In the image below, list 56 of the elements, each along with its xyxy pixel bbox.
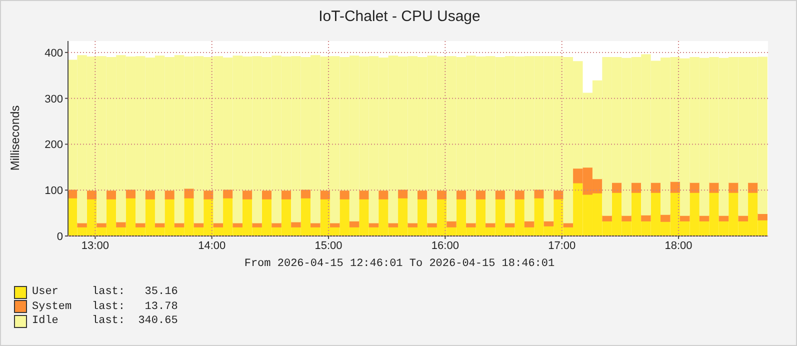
text: last: 35.16 (92, 286, 178, 298)
y-tick-label: 300 (44, 93, 63, 106)
bar (136, 222, 146, 228)
bar (232, 222, 242, 228)
x-tick-label: 16:00 (431, 240, 459, 252)
legend-label: Idle (32, 315, 60, 328)
bar (476, 190, 486, 200)
bar (486, 222, 496, 228)
text: From 2026-04-15 12:46:01 To 2026-04-15 18:46:01 (243, 258, 556, 270)
y-axis-title: Milliseconds (8, 105, 22, 171)
y-tick-label: 400 (44, 47, 63, 60)
bar (514, 190, 524, 200)
bar (340, 190, 350, 200)
x-tick-label: 15:00 (314, 240, 342, 252)
bar (446, 220, 456, 228)
legend-label: User (32, 286, 60, 298)
bar (310, 222, 320, 228)
bar (466, 222, 476, 228)
bar (408, 222, 418, 228)
chart-title: IoT-Chalet - CPU Usage (318, 8, 482, 25)
bar (417, 190, 428, 200)
bar (106, 190, 116, 200)
bar (456, 190, 466, 200)
bar (77, 222, 87, 228)
y-tick-label: 200 (44, 139, 63, 152)
bar (534, 188, 544, 198)
y-tick-label: 100 (44, 185, 63, 198)
bar (495, 190, 505, 200)
bar (272, 222, 282, 228)
bar (145, 190, 155, 200)
bar (204, 190, 214, 200)
bar (262, 190, 272, 200)
bar (242, 190, 252, 200)
text: last: 13.78 (92, 300, 178, 313)
x-tick-label: 14:00 (198, 240, 226, 252)
y-tick-label: 0 (56, 230, 63, 243)
bar (660, 214, 670, 222)
bar (164, 190, 174, 200)
bar (709, 182, 719, 193)
bar (184, 188, 194, 198)
x-tick-label: 13:00 (81, 240, 109, 252)
bar (252, 222, 262, 228)
bar (359, 190, 369, 200)
text: last: 340.65 (92, 315, 178, 328)
bar (554, 190, 564, 200)
bar (378, 190, 388, 200)
bar (690, 182, 700, 193)
bar (758, 213, 768, 220)
bar (728, 182, 738, 193)
x-tick-label: 17:00 (548, 240, 576, 252)
legend-label: System (32, 300, 73, 313)
bar (641, 214, 651, 222)
bar (96, 222, 106, 228)
x-tick-label: 18:00 (664, 240, 692, 252)
bar (281, 190, 292, 200)
bar (427, 222, 437, 228)
